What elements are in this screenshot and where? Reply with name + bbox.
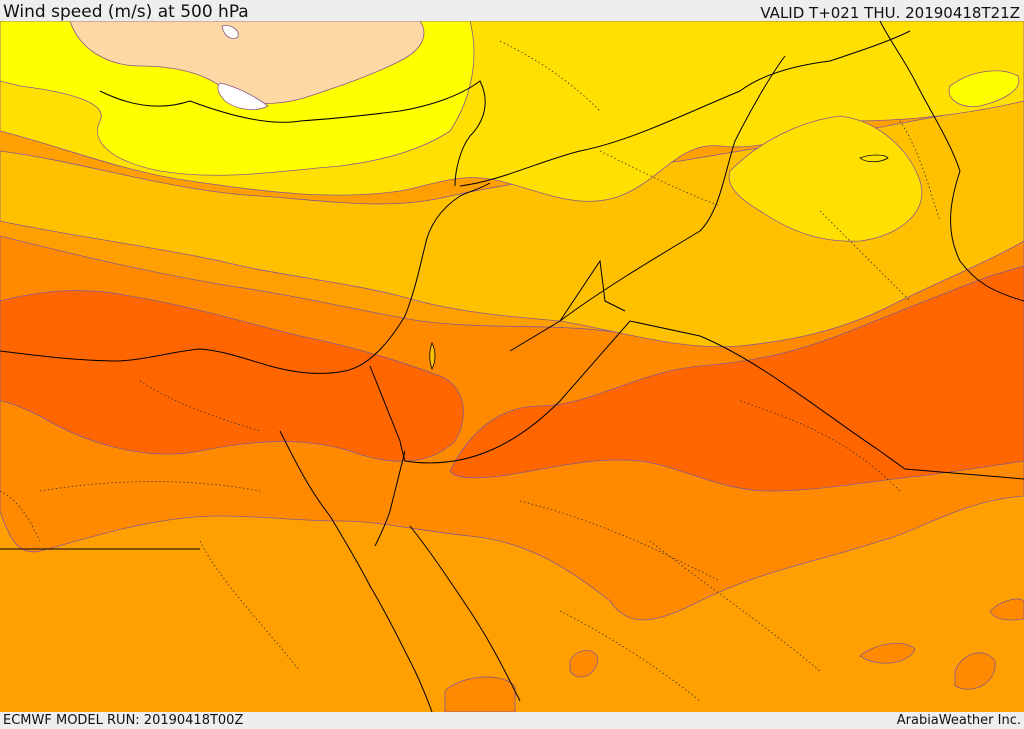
- border-egypt-israel: [369, 365, 406, 462]
- field-blob-4: [444, 676, 516, 712]
- coastline-mediterranean: [0, 182, 491, 374]
- model-run-label: ECMWF MODEL RUN: 20190418T00Z: [3, 713, 244, 728]
- footer-bar: ECMWF MODEL RUN: 20190418T00Z ArabiaWeat…: [0, 712, 1024, 729]
- field-white-core-small: [221, 25, 239, 39]
- field-blob-1: [859, 643, 916, 664]
- border-iraq-iran: [879, 21, 1024, 302]
- field-bright-yellow-east: [948, 70, 1020, 107]
- coastline-turkey: [99, 80, 486, 187]
- coastline-aqaba-gulf: [374, 450, 406, 547]
- field-red-orange-west: [0, 290, 464, 462]
- wind-speed-map: [0, 21, 1024, 712]
- credit-label: ArabiaWeather Inc.: [896, 713, 1021, 728]
- field-yellow-east: [728, 115, 923, 242]
- lake-dead-sea: [429, 341, 436, 371]
- border-iraq-syria: [559, 55, 786, 322]
- border-turkey-syria: [459, 30, 911, 187]
- field-blob-3: [569, 650, 599, 678]
- border-iraq-jordan: [509, 259, 626, 352]
- header-bar: Wind speed (m/s) at 500 hPa VALID T+021 …: [0, 0, 1024, 22]
- border-saudi-north: [404, 320, 1024, 480]
- map-title: Wind speed (m/s) at 500 hPa: [3, 2, 249, 22]
- lake-east: [859, 154, 889, 163]
- coastline-suez-gulf: [279, 430, 433, 712]
- coastline-red-sea-east: [409, 525, 521, 702]
- admin-boundaries: [0, 40, 941, 702]
- field-red-orange-east: [449, 265, 1024, 492]
- field-blob-5: [989, 598, 1024, 621]
- field-blob-2: [954, 652, 996, 690]
- valid-time: VALID T+021 THU. 20190418T21Z: [760, 4, 1020, 22]
- field-white-core: [217, 82, 269, 111]
